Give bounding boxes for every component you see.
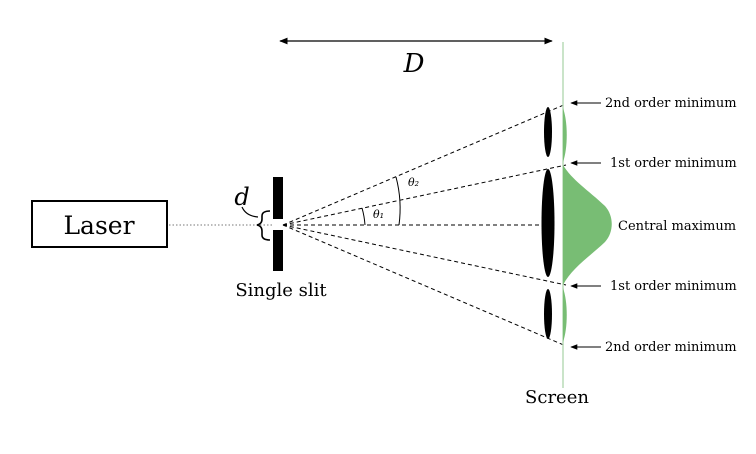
slit-width-pointer bbox=[241, 206, 259, 218]
slit-label: Single slit bbox=[235, 280, 327, 301]
fringe-central bbox=[541, 169, 555, 277]
ray-second-min-top bbox=[282, 103, 567, 226]
intensity-side-peak-top bbox=[563, 108, 567, 162]
theta1-label: θ₁ bbox=[373, 208, 384, 221]
annotation-second-min-bottom: 2nd order minimum bbox=[605, 340, 737, 355]
intensity-central-peak bbox=[563, 165, 612, 285]
annotation-central-max: Central maximum bbox=[618, 219, 736, 234]
annotation-arrows bbox=[570, 100, 601, 350]
intensity-side-peak-bottom bbox=[563, 288, 567, 342]
slit-upper-barrier bbox=[273, 177, 283, 219]
laser-label: Laser bbox=[63, 211, 134, 240]
screen-label: Screen bbox=[525, 387, 589, 408]
theta1-arc bbox=[361, 207, 366, 226]
ray-first-min-bottom bbox=[282, 224, 567, 286]
annotation-second-min-top: 2nd order minimum bbox=[605, 96, 737, 111]
annotation-first-min-bottom: 1st order minimum bbox=[610, 279, 737, 294]
fringe-side-top bbox=[544, 107, 552, 157]
theta2-label: θ₂ bbox=[408, 176, 419, 189]
laser-box bbox=[31, 200, 168, 248]
slit-width-label: d bbox=[234, 183, 249, 211]
annotation-first-min-top: 1st order minimum bbox=[610, 156, 737, 171]
theta2-arc bbox=[395, 176, 401, 226]
slit-lower-barrier bbox=[273, 230, 283, 271]
rays bbox=[282, 103, 567, 347]
slit-width-brace bbox=[256, 210, 271, 241]
ray-first-min-top bbox=[282, 164, 567, 226]
distance-label: D bbox=[403, 49, 425, 79]
ray-second-min-bottom bbox=[282, 224, 567, 347]
fringe-side-bottom bbox=[544, 289, 552, 339]
